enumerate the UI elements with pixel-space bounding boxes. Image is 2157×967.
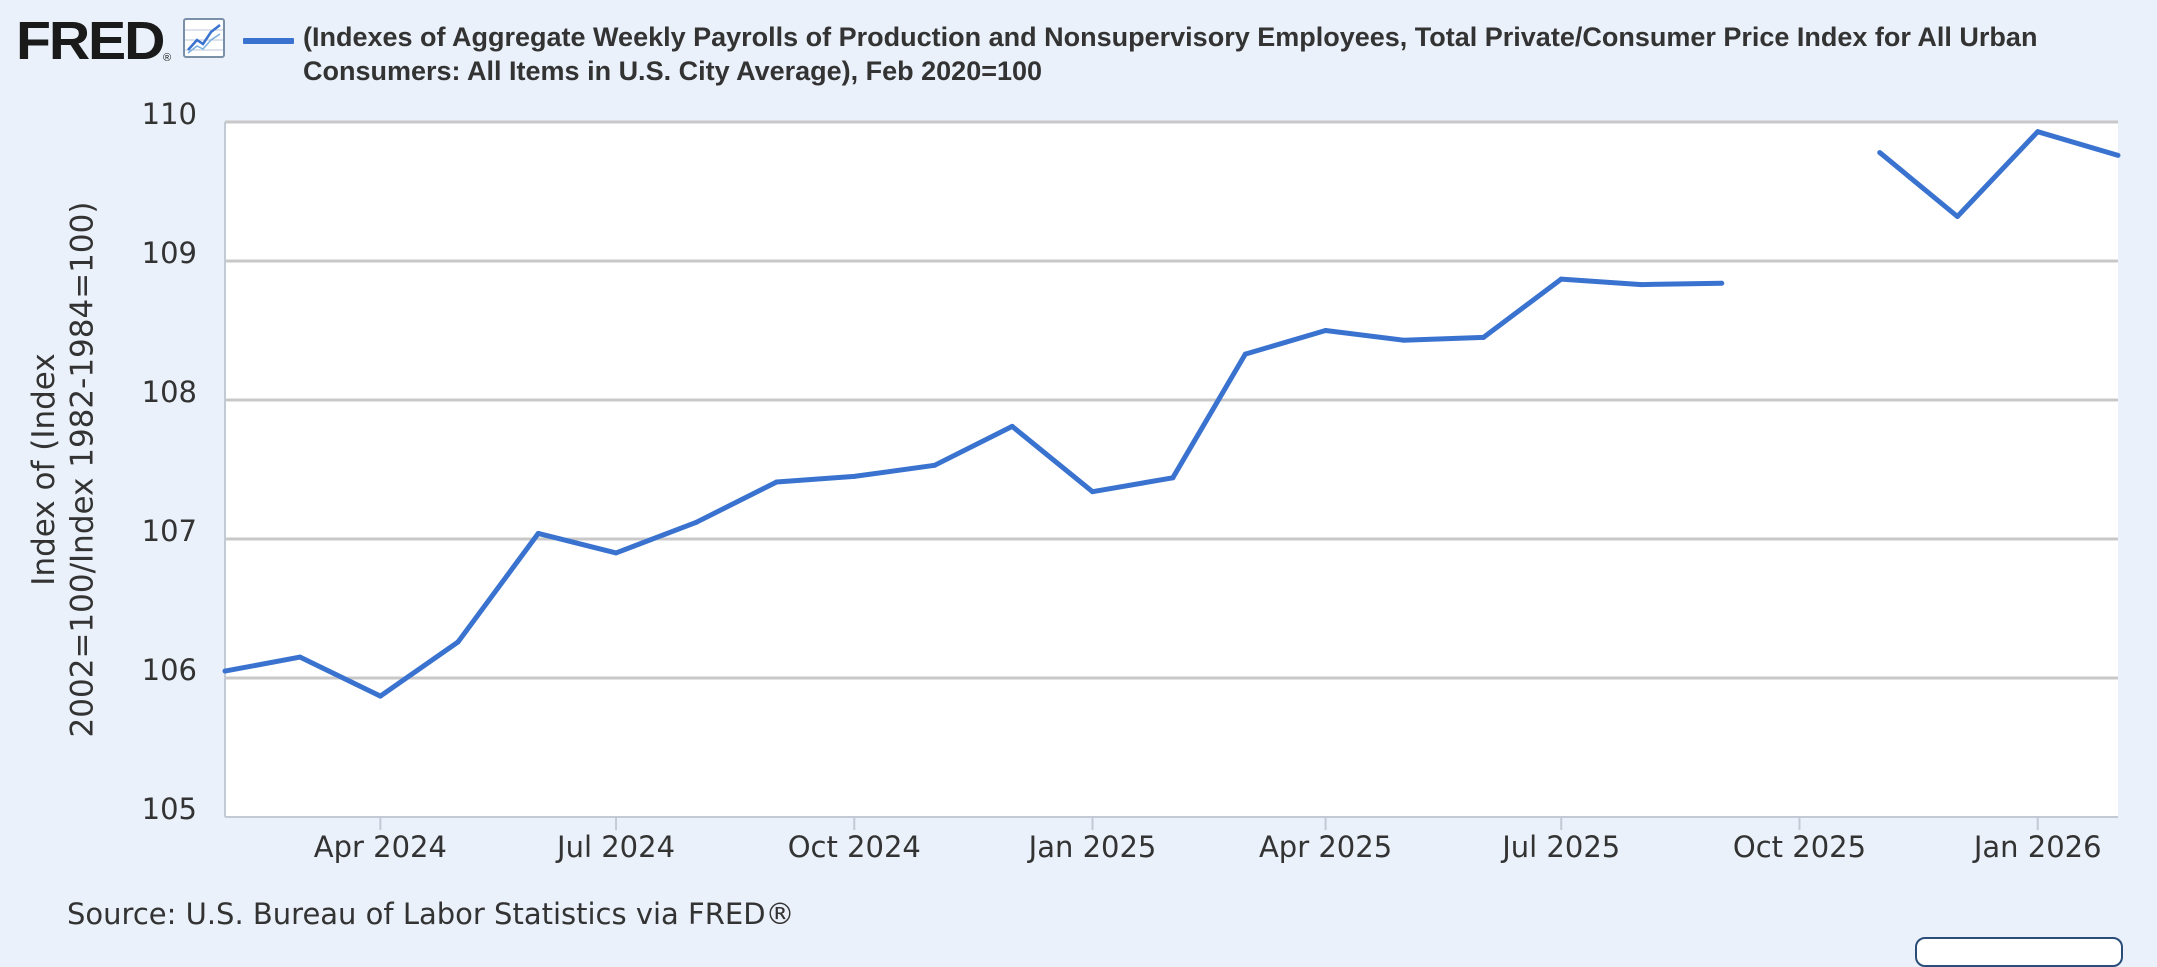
data-point (851, 473, 857, 479)
y-tick-label: 110 (142, 97, 197, 131)
data-point (1719, 280, 1725, 286)
fred-logo[interactable]: FRED ® (16, 14, 171, 68)
y-tick-label: 106 (142, 653, 197, 687)
plot-area (225, 122, 2118, 817)
data-point (535, 530, 541, 536)
data-point (932, 462, 938, 468)
source-note: Source: U.S. Bureau of Labor Statistics … (67, 897, 795, 931)
x-tick-label: Oct 2025 (1733, 830, 1866, 864)
chart-header: FRED ® (Indexes of Aggregate Weekly Payr… (0, 0, 2157, 100)
legend-swatch (243, 38, 294, 44)
fred-logo-text: FRED (16, 11, 165, 71)
data-point (455, 639, 461, 645)
y-tick-label: 105 (142, 792, 197, 826)
data-point (1242, 351, 1248, 357)
x-tick-label: Jan 2025 (1027, 830, 1157, 864)
y-tick-label: 107 (142, 514, 197, 548)
data-point (297, 654, 303, 660)
data-point (2035, 129, 2041, 135)
x-tick-label: Jul 2025 (1500, 830, 1620, 864)
y-tick-label: 108 (142, 375, 197, 409)
data-point (222, 668, 228, 674)
x-tick-label: Apr 2024 (314, 830, 447, 864)
data-point (1639, 282, 1645, 288)
x-tick-label: Jul 2024 (555, 830, 675, 864)
edit-graph-button[interactable] (1915, 937, 2123, 967)
series-line (1878, 129, 2119, 219)
line-chart: 105 106 107 108 109 110 Apr 2024 Jul 2024 Oct 20… (26, 97, 2121, 864)
legend-label: (Indexes of Aggregate Weekly Payrolls of… (303, 22, 2038, 86)
data-point (377, 693, 383, 699)
data-point (2115, 152, 2121, 158)
y-axis-label: Index of (Index2002=100/Index 1982-1984=… (26, 202, 101, 738)
registered-mark: ® (163, 52, 172, 64)
data-point (1481, 334, 1487, 340)
data-point (1954, 214, 1960, 220)
data-point (693, 519, 699, 525)
data-point (1877, 150, 1883, 156)
y-tick-label: 109 (142, 236, 197, 270)
line-chart-icon[interactable] (183, 18, 225, 58)
data-point (1170, 475, 1176, 481)
x-tick-label: Jan 2026 (1972, 830, 2102, 864)
data-point (1090, 489, 1096, 495)
data-point (1558, 276, 1564, 282)
data-point (1323, 328, 1329, 333)
series-line (224, 276, 1722, 699)
x-tick-label: Oct 2024 (788, 830, 921, 864)
x-tick-label: Apr 2025 (1259, 830, 1392, 864)
data-point (1009, 423, 1015, 429)
data-point (774, 479, 780, 485)
data-point (1400, 337, 1406, 343)
data-point (613, 550, 619, 556)
